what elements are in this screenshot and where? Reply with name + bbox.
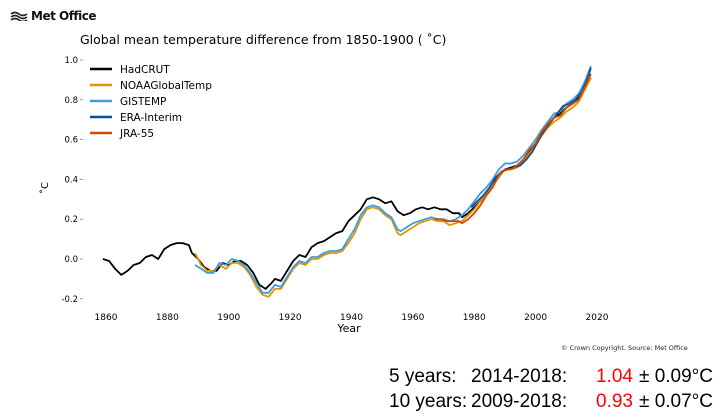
y-tick-label: 0.2 (64, 215, 78, 225)
y-tick-label: 0.0 (64, 255, 78, 265)
legend-label: HadCRUT (120, 64, 170, 76)
x-tick-label: 1940 (340, 313, 363, 323)
legend-label: NOAAGlobalTemp (120, 80, 212, 92)
legend-label: JRA-55 (119, 128, 154, 140)
legend-label: ERA-Interim (120, 112, 182, 124)
series-line-jra-55 (434, 73, 592, 225)
summary-label: 5 years: (389, 366, 457, 387)
series-line-era-interim (470, 67, 592, 208)
met-office-waves-icon (10, 11, 28, 21)
temperature-chart: Global mean temperature difference from … (39, 32, 609, 335)
summary-period: 2014-2018: (471, 366, 568, 387)
met-office-logo: Met Office (10, 9, 97, 23)
legend-label: GISTEMP (120, 96, 166, 108)
y-tick-label: 1.0 (64, 56, 78, 66)
summary-uncertainty: ± 0.09°C (639, 366, 714, 387)
x-axis-label: Year (336, 322, 361, 335)
y-tick-label: -0.2 (61, 295, 78, 305)
series-line-gistemp (194, 65, 592, 294)
x-tick-label: 1880 (156, 313, 179, 323)
x-tick-label: 1860 (95, 313, 118, 323)
summary-uncertainty: ± 0.07°C (639, 391, 714, 412)
y-tick-label: 0.8 (64, 96, 78, 106)
x-tick-label: 2000 (524, 313, 547, 323)
brand-name: Met Office (31, 9, 97, 23)
y-tick-label: 0.4 (64, 175, 78, 185)
x-tick-label: 1900 (217, 313, 240, 323)
x-tick-label: 1920 (279, 313, 302, 323)
summary-value: 1.04 (596, 366, 633, 387)
x-tick-label: 1960 (401, 313, 424, 323)
summary-period: 2009-2018: (471, 391, 568, 412)
y-tick-label: 0.6 (64, 136, 78, 146)
copyright-note: © Crown Copyright. Source: Met Office (561, 344, 688, 352)
x-tick-label: 2020 (586, 313, 609, 323)
y-axis-label: ˚C (39, 182, 51, 194)
summary-value: 0.93 (596, 391, 633, 412)
summary-label: 10 years: (389, 391, 468, 412)
chart-title: Global mean temperature difference from … (80, 32, 446, 47)
x-tick-label: 1980 (463, 313, 486, 323)
series-line-noaaglobaltemp (194, 77, 592, 298)
series-line-hadcrut (102, 77, 592, 290)
